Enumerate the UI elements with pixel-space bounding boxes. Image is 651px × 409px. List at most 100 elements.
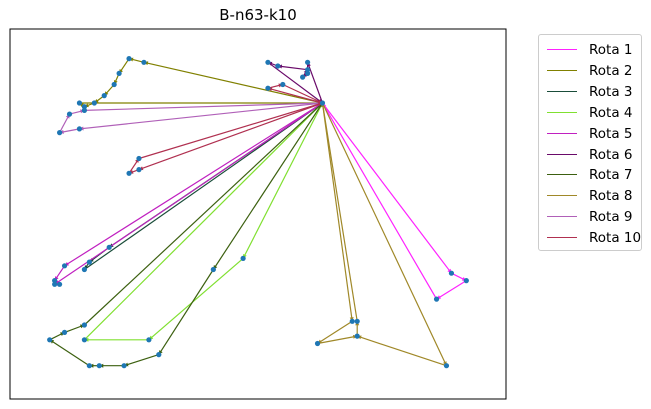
route-2-segment	[143, 61, 323, 104]
route-10-segment	[138, 102, 323, 160]
route-5-segment	[64, 102, 323, 267]
legend-item-3: Rota 3	[545, 82, 641, 102]
legend-item-4: Rota 4	[545, 103, 641, 123]
route-10-segment	[138, 102, 323, 171]
customer-point	[265, 59, 271, 65]
customer-point	[96, 363, 102, 369]
route-1-segment	[322, 102, 452, 274]
route-8-segment	[317, 335, 358, 345]
customer-point	[210, 266, 216, 273]
customer-point	[305, 70, 311, 76]
customer-point	[106, 244, 112, 250]
route-1-segment	[436, 280, 467, 300]
customer-point	[52, 281, 58, 287]
customer-point	[66, 111, 73, 117]
customer-point	[81, 266, 87, 273]
route-4-segment	[148, 257, 244, 341]
customer-point	[121, 363, 127, 369]
customer-point	[86, 363, 92, 369]
customer-point	[76, 126, 83, 132]
legend-swatch	[547, 90, 577, 92]
customer-point	[81, 107, 87, 113]
route-8-segment	[321, 102, 448, 366]
customer-point	[81, 322, 87, 328]
customer-point	[463, 278, 469, 284]
customer-point	[136, 155, 142, 162]
customer-point	[305, 59, 311, 65]
customer-point	[433, 296, 440, 302]
legend-swatch	[547, 132, 577, 134]
points-layer	[47, 56, 469, 369]
customer-point	[47, 337, 53, 343]
route-1-segment	[321, 102, 438, 300]
customer-point	[86, 259, 92, 265]
legend-label: Rota 7	[589, 167, 633, 184]
customer-point	[349, 318, 355, 324]
routes-layer	[49, 57, 467, 368]
customer-point	[265, 85, 271, 91]
route-6-segment	[267, 61, 323, 104]
customer-point	[116, 70, 122, 76]
legend-item-7: Rota 7	[545, 165, 641, 185]
customer-point	[101, 93, 107, 99]
customer-point	[126, 170, 132, 176]
legend-swatch	[547, 195, 577, 197]
customer-point	[136, 167, 142, 173]
legend-swatch	[547, 174, 577, 176]
route-5-segment	[54, 102, 323, 285]
legend-swatch	[547, 111, 577, 113]
route-7-segment	[49, 339, 90, 367]
customer-point	[156, 352, 162, 358]
customer-point	[354, 333, 360, 339]
legend-label: Rota 2	[589, 62, 633, 79]
legend-item-5: Rota 5	[545, 124, 641, 144]
legend-item-10: Rota 10	[545, 228, 641, 248]
legend-item-1: Rota 1	[545, 40, 641, 60]
route-8-segment	[317, 320, 353, 345]
customer-point	[126, 56, 132, 62]
legend: Rota 1 Rota 2 Rota 3 Rota 4 Rota 5 Rota 6 Rota…	[538, 34, 642, 251]
legend-swatch	[547, 237, 577, 239]
route-10-segment	[267, 87, 323, 104]
customer-point	[111, 81, 117, 88]
plot-frame	[9, 28, 507, 400]
route-6-segment	[277, 65, 308, 71]
customer-point	[275, 63, 281, 69]
route-7-segment	[158, 269, 214, 355]
legend-item-6: Rota 6	[545, 145, 641, 165]
chart-title: B-n63-k10	[219, 6, 297, 24]
customer-point	[300, 74, 306, 80]
customer-point	[354, 318, 360, 324]
customer-point	[61, 263, 68, 269]
route-4-segment	[242, 102, 324, 259]
route-9-segment	[79, 102, 323, 130]
legend-label: Rota 3	[589, 83, 633, 100]
route-8-segment	[321, 102, 358, 322]
route-10-segment	[282, 83, 323, 104]
route-7-segment	[83, 102, 323, 326]
legend-item-8: Rota 8	[545, 186, 641, 206]
legend-swatch	[547, 69, 577, 71]
customer-point	[448, 270, 455, 276]
route-7-segment	[212, 102, 323, 270]
customer-point	[314, 340, 321, 347]
route-8-segment	[321, 102, 353, 322]
customer-point	[240, 255, 246, 261]
legend-label: Rota 1	[589, 42, 633, 58]
legend-swatch	[547, 49, 577, 50]
route-3-segment	[84, 102, 323, 270]
customer-point	[57, 281, 63, 287]
legend-label: Rota 9	[589, 209, 633, 226]
customer-point	[319, 100, 326, 106]
route-4-segment	[83, 102, 323, 341]
customer-point	[280, 81, 286, 88]
route-9-segment	[84, 102, 323, 111]
customer-point	[76, 100, 83, 106]
legend-label: Rota 4	[589, 104, 633, 121]
customer-point	[146, 337, 152, 343]
legend-label: Rota 5	[589, 125, 633, 142]
legend-swatch	[547, 216, 577, 218]
customer-point	[443, 363, 450, 369]
customer-point	[141, 59, 147, 65]
